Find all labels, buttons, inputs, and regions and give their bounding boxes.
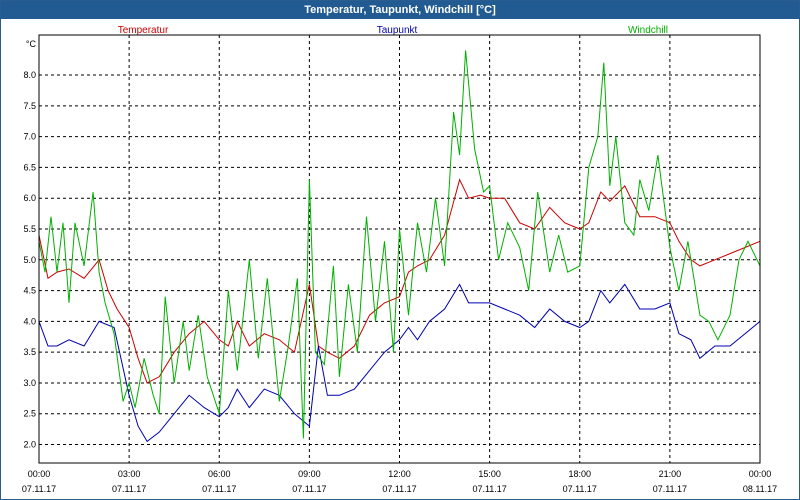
x-tick-time: 06:00 [208, 469, 231, 479]
x-tick-time: 15:00 [478, 469, 501, 479]
y-axis-label: °C [26, 39, 37, 49]
x-tick-time: 09:00 [298, 469, 321, 479]
x-tick-date: 07.11.17 [563, 484, 597, 494]
x-tick-date: 07.11.17 [292, 484, 326, 494]
x-tick-date: 07.11.17 [472, 484, 506, 494]
y-tick-label: 7.5 [23, 101, 36, 111]
legend-temperatur: Temperatur [118, 25, 169, 36]
y-tick-label: 2.0 [23, 440, 36, 450]
x-tick-time: 00:00 [749, 469, 772, 479]
x-tick-date: 07.11.17 [382, 484, 416, 494]
x-tick-time: 21:00 [659, 469, 682, 479]
chart-title: Temperatur, Taupunkt, Windchill [°C] [1, 1, 799, 19]
x-tick-time: 12:00 [388, 469, 411, 479]
y-tick-label: 6.0 [23, 193, 36, 203]
legend-taupunkt: Taupunkt [377, 25, 418, 36]
x-tick-time: 00:00 [28, 469, 51, 479]
legend: Temperatur Taupunkt Windchill [118, 25, 668, 36]
y-tick-label: 5.0 [23, 255, 36, 265]
series-line-windchill [38, 50, 761, 439]
x-tick-date: 08.11.17 [743, 484, 777, 494]
series-line-taupunkt [38, 283, 761, 443]
x-tick-date: 07.11.17 [653, 484, 687, 494]
y-tick-label: 7.0 [23, 132, 36, 142]
y-tick-label: 3.0 [23, 378, 36, 388]
x-tick-date: 07.11.17 [22, 484, 56, 494]
y-tick-label: 4.5 [23, 286, 36, 296]
grid [39, 35, 760, 463]
y-tick-label: 3.5 [23, 347, 36, 357]
y-tick-label: 8.0 [23, 70, 36, 80]
y-tick-label: 5.5 [23, 224, 36, 234]
series-lines [38, 50, 761, 443]
x-tick-time: 18:00 [568, 469, 591, 479]
x-tick-date: 07.11.17 [112, 484, 146, 494]
x-tick-date: 07.11.17 [202, 484, 236, 494]
series-line-temperatur [38, 178, 761, 384]
x-tick-time: 03:00 [118, 469, 141, 479]
legend-windchill: Windchill [628, 25, 668, 36]
y-tick-label: 6.5 [23, 162, 36, 172]
plot-border [38, 34, 761, 464]
y-axis: 2.0 2.5 3.0 3.5 4.0 4.5 5.0 5.5 6.0 6.5 7.0 7.5 8.0 °… [23, 39, 36, 450]
x-axis: 00:00 07.11.17 03:00 07.11.17 06:00 07.11.17 0… [22, 469, 777, 494]
y-tick-label: 2.5 [23, 409, 36, 419]
y-tick-label: 4.0 [23, 316, 36, 326]
